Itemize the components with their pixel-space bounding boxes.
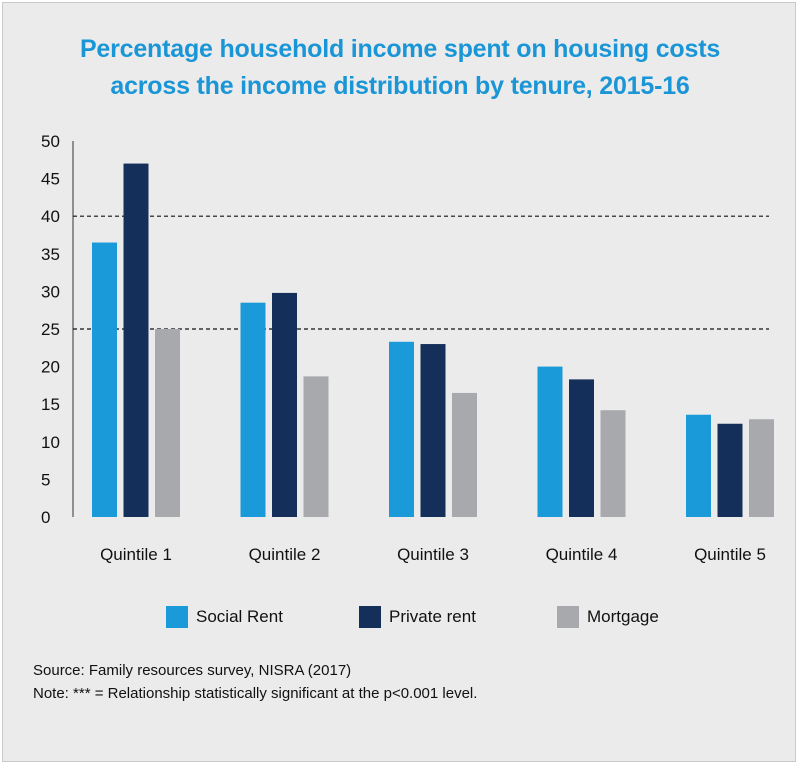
bar-chart: 0 5 10 15 20 25 30 35 40 45 50 Quintile 1 Quintile 2…	[41, 132, 774, 564]
bar-private-rent-quintile-1	[123, 163, 149, 517]
bar-social-rent-quintile-1	[92, 242, 117, 517]
y-tick-label-30: 30	[41, 282, 60, 301]
x-tick-label-quintile-5: Quintile 5	[694, 545, 766, 564]
legend-item-mortgage: Mortgage	[557, 606, 659, 628]
y-tick-label-10: 10	[41, 433, 60, 452]
bar-mortgage-quintile-3	[452, 392, 477, 517]
legend-label-mortgage: Mortgage	[587, 607, 659, 626]
bar-private-rent-quintile-3	[420, 344, 446, 517]
bar-private-rent-quintile-4	[569, 379, 594, 517]
y-tick-label-35: 35	[41, 245, 60, 264]
legend-swatch-social-rent	[166, 606, 188, 628]
y-tick-label-25: 25	[41, 320, 60, 339]
bar-mortgage-quintile-1	[155, 329, 180, 517]
bar-social-rent-quintile-2	[240, 302, 266, 517]
significance-note: Note: *** = Relationship statistically s…	[33, 685, 478, 702]
bar-mortgage-quintile-4	[600, 410, 626, 517]
chart-title: Percentage household income spent on hou…	[3, 31, 797, 105]
source-note: Source: Family resources survey, NISRA (…	[33, 662, 352, 679]
x-tick-label-quintile-4: Quintile 4	[546, 545, 618, 564]
footer: Source: Family resources survey, NISRA (…	[33, 659, 477, 705]
bar-private-rent-quintile-5	[717, 423, 743, 517]
bar-mortgage-quintile-2	[303, 376, 329, 517]
bar-social-rent-quintile-5	[686, 414, 711, 517]
x-tick-label-quintile-1: Quintile 1	[100, 545, 172, 564]
y-tick-label-45: 45	[41, 170, 60, 189]
legend-item-private-rent: Private rent	[359, 606, 476, 628]
legend-item-social-rent: Social Rent	[166, 606, 283, 628]
y-tick-label-5: 5	[41, 470, 50, 489]
bar-social-rent-quintile-4	[537, 366, 563, 517]
chart-title-line-2: across the income distribution by tenure…	[110, 72, 690, 100]
legend-label-private-rent: Private rent	[389, 607, 476, 626]
x-tick-label-quintile-3: Quintile 3	[397, 545, 469, 564]
y-tick-label-15: 15	[41, 395, 60, 414]
y-tick-label-20: 20	[41, 358, 60, 377]
chart-title-line-1: Percentage household income spent on hou…	[79, 35, 721, 63]
y-tick-label-0: 0	[41, 508, 50, 527]
legend-swatch-private-rent	[359, 606, 381, 628]
y-tick-label-40: 40	[41, 207, 60, 226]
bar-mortgage-quintile-5	[749, 419, 774, 517]
legend-swatch-mortgage	[557, 606, 579, 628]
x-tick-label-quintile-2: Quintile 2	[249, 545, 321, 564]
y-tick-label-50: 50	[41, 132, 60, 151]
legend-label-social-rent: Social Rent	[196, 607, 283, 626]
bar-social-rent-quintile-3	[389, 341, 414, 517]
bar-private-rent-quintile-2	[272, 292, 297, 517]
legend: Social Rent Private rent Mortgage	[3, 606, 797, 632]
